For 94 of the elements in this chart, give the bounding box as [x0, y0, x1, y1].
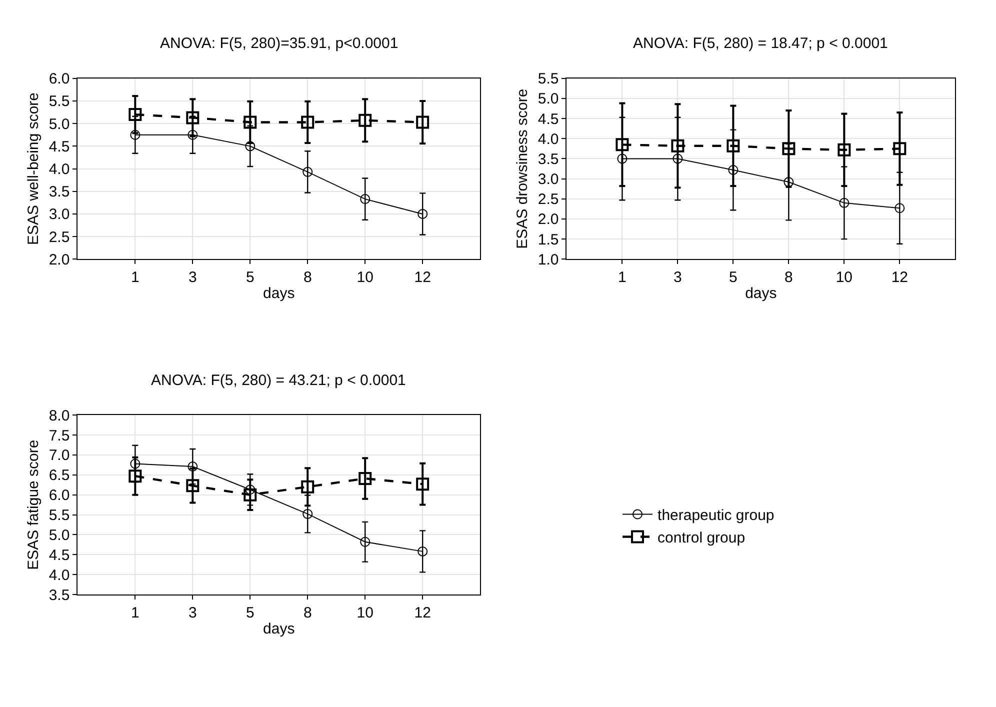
point	[244, 488, 257, 502]
y-tick-label: 3.0	[48, 206, 70, 224]
x-tick-label: 3	[188, 269, 197, 286]
x-tick-label: 8	[303, 604, 312, 622]
chart-title: ANOVA: F(5, 280) = 43.21; p < 0.0001	[151, 372, 406, 389]
point	[128, 470, 142, 483]
x-tick-label: 5	[729, 269, 738, 286]
point	[838, 143, 851, 156]
y-tick-label: 6.0	[48, 487, 70, 504]
y-tick-label: 2.5	[48, 228, 70, 246]
x-tick-label: 3	[674, 269, 682, 286]
y-tick-label: 5.5	[538, 70, 559, 88]
y-tick-label: 2.0	[48, 251, 70, 268]
point	[358, 472, 372, 485]
x-axis-title: days	[745, 285, 777, 302]
point	[188, 130, 198, 140]
x-tick-label: 12	[891, 269, 908, 286]
y-tick-label: 8.0	[48, 407, 70, 424]
point	[418, 208, 428, 219]
legend-label: therapeutic group	[658, 507, 774, 524]
point	[302, 508, 313, 519]
y-tick-label: 3.5	[48, 184, 70, 201]
x-tick-label: 8	[303, 269, 312, 286]
x-tick-label: 1	[130, 269, 140, 286]
y-tick-label: 3.0	[538, 171, 559, 188]
y-tick-label: 5.0	[538, 90, 559, 108]
point	[416, 478, 430, 491]
point	[893, 142, 906, 156]
point	[358, 114, 372, 127]
point	[416, 116, 430, 129]
y-tick-label: 3.5	[538, 150, 559, 168]
point	[360, 536, 370, 547]
x-tick-label: 10	[356, 269, 374, 286]
point	[360, 194, 370, 204]
point	[784, 177, 794, 188]
point	[245, 484, 256, 495]
point	[301, 116, 314, 129]
y-tick-label: 2.5	[538, 191, 559, 208]
x-tick-label: 3	[188, 604, 197, 622]
x-tick-label: 5	[246, 604, 254, 622]
x-axis-title: days	[263, 285, 295, 302]
y-tick-label: 7.5	[48, 427, 70, 444]
x-tick-label: 1	[618, 269, 626, 286]
point	[782, 142, 796, 156]
point	[728, 164, 738, 175]
x-tick-label: 12	[414, 269, 431, 286]
point	[617, 154, 628, 164]
y-tick-label: 4.5	[538, 110, 559, 128]
y-tick-label: 6.5	[48, 467, 70, 484]
chart-title: ANOVA: F(5, 280)=35.91, p<0.0001	[160, 35, 398, 52]
chart-title: ANOVA: F(5, 280) = 18.47; p < 0.0001	[633, 35, 888, 52]
y-tick-label: 4.0	[48, 566, 70, 584]
point	[616, 138, 629, 152]
x-tick-label: 12	[414, 604, 431, 622]
y-tick-label: 6.0	[48, 70, 70, 88]
point	[418, 546, 428, 556]
x-tick-label: 1	[130, 604, 140, 622]
x-tick-label: 5	[246, 269, 254, 286]
y-tick-label: 4.5	[48, 138, 70, 156]
y-axis-title: ESAS drowsiness score	[514, 88, 532, 249]
point	[726, 139, 740, 152]
point	[130, 458, 140, 469]
y-tick-label: 1.0	[538, 251, 559, 268]
x-tick-label: 8	[784, 269, 793, 286]
point	[244, 116, 257, 129]
y-tick-label: 7.0	[48, 447, 70, 464]
point	[130, 130, 140, 140]
point	[894, 203, 905, 214]
point	[186, 111, 200, 124]
y-axis-title: ESAS fatigue score	[25, 440, 42, 570]
legend-label: control group	[658, 530, 746, 547]
y-tick-label: 4.5	[48, 546, 70, 564]
point	[671, 139, 684, 152]
y-tick-label: 5.0	[48, 116, 70, 133]
y-tick-label: 3.5	[48, 586, 70, 604]
y-tick-label: 4.0	[48, 161, 70, 178]
point	[839, 198, 850, 208]
point	[245, 141, 256, 152]
y-tick-label: 5.5	[48, 507, 70, 524]
point	[128, 108, 142, 122]
y-tick-label: 1.5	[538, 231, 559, 248]
y-tick-label: 5.0	[48, 526, 70, 544]
point	[186, 479, 200, 492]
x-tick-label: 10	[356, 604, 374, 622]
y-tick-label: 4.0	[538, 130, 559, 148]
point	[188, 462, 198, 472]
point	[302, 166, 313, 177]
x-axis-title: days	[263, 620, 295, 638]
y-tick-label: 5.5	[48, 93, 70, 110]
point	[301, 480, 314, 494]
x-tick-label: 10	[836, 269, 853, 286]
y-axis-title: ESAS well-being score	[25, 92, 42, 246]
y-tick-label: 2.0	[538, 211, 559, 228]
point	[672, 154, 683, 164]
